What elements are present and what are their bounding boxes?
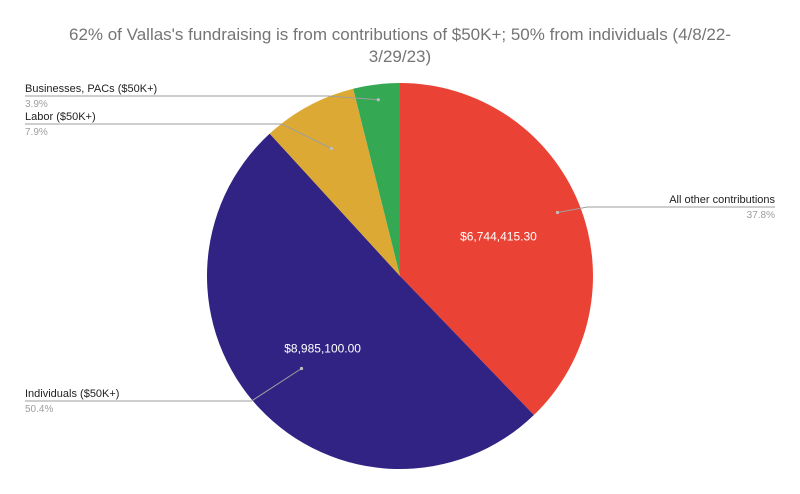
slice-percent-0: 37.8% (747, 210, 775, 221)
slice-label-0: All other contributions (669, 194, 775, 206)
slice-label-3: Businesses, PACs ($50K+) (25, 83, 157, 95)
leader-line-0 (557, 206, 775, 213)
slice-percent-3: 3.9% (25, 99, 48, 110)
pie-slice-1 (206, 133, 534, 470)
chart-title: 62% of Vallas's fundraising is from cont… (68, 25, 732, 66)
slice-percent-1: 50.4% (25, 404, 53, 415)
leader-dot-2 (329, 146, 334, 151)
leader-dot-1 (299, 366, 304, 371)
slice-value-0: $6,744,415.30 (460, 229, 537, 243)
leader-line-2 (25, 123, 332, 149)
slice-percent-2: 7.9% (25, 127, 48, 138)
leader-dot-3 (376, 98, 380, 102)
leader-dot-0 (555, 210, 560, 215)
pie-slice-0 (400, 83, 593, 416)
leader-line-1 (25, 368, 302, 402)
leader-line-3 (25, 95, 379, 101)
pie-slice-2 (269, 88, 400, 276)
slice-label-1: Individuals ($50K+) (25, 388, 119, 400)
slice-value-1: $8,985,100.00 (284, 342, 361, 356)
pie-slice-3 (353, 83, 400, 276)
slice-label-2: Labor ($50K+) (25, 111, 96, 123)
